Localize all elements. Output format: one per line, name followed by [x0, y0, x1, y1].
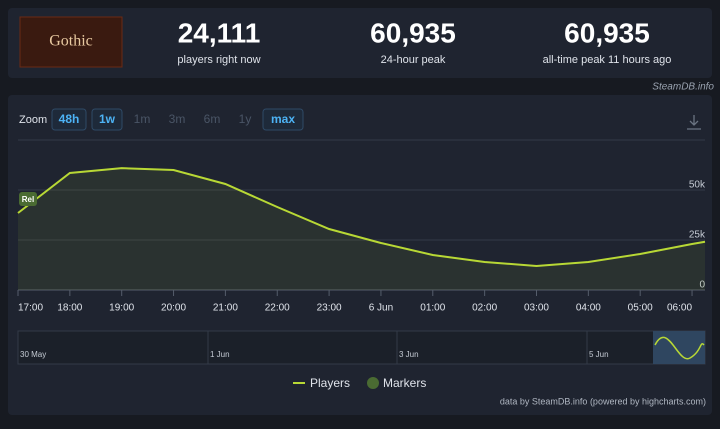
- stat-value: 60,935: [370, 17, 456, 48]
- navigator-window[interactable]: [653, 331, 705, 364]
- line: [17, 167, 706, 268]
- zoom-button-label[interactable]: 1w: [99, 112, 116, 126]
- navigator-label: 1 Jun: [210, 350, 230, 359]
- legend-label[interactable]: Players: [310, 376, 350, 390]
- zoom-button-label[interactable]: 1m: [134, 112, 151, 126]
- x-tick-label: 01:00: [420, 303, 445, 314]
- x-tick-label: 17:00: [18, 303, 43, 314]
- x-tick-label: 23:00: [317, 303, 342, 314]
- x-tick-label: 06:00: [667, 303, 692, 314]
- legend-label[interactable]: Markers: [383, 376, 426, 390]
- x-tick-label: 18:00: [57, 303, 82, 314]
- navigator-label: 5 Jun: [589, 350, 609, 359]
- x-tick-label: 20:00: [161, 303, 186, 314]
- zoom-button-label[interactable]: max: [271, 112, 295, 126]
- x-tick-label: 02:00: [472, 303, 497, 314]
- navigator-label: 3 Jun: [399, 350, 419, 359]
- legend-swatch: [367, 377, 379, 389]
- navigator-line: [654, 336, 705, 360]
- stat-label: all-time peak 11 hours ago: [543, 54, 672, 66]
- x-tick-label: 04:00: [576, 303, 601, 314]
- credits[interactable]: data by SteamDB.info (powered by highcha…: [500, 396, 706, 406]
- x-tick-label: 03:00: [524, 303, 549, 314]
- marker-label: Rel: [22, 195, 34, 204]
- stat-value: 24,111: [178, 17, 261, 48]
- navigator-label: 30 May: [20, 350, 46, 359]
- y-tick-label: 50k: [689, 180, 706, 191]
- stat-label: 24-hour peak: [381, 54, 446, 66]
- logo-text: Gothic: [49, 33, 93, 50]
- y-tick-label: 25k: [689, 230, 706, 241]
- stat-label: players right now: [177, 54, 260, 66]
- navigator[interactable]: [17, 330, 706, 365]
- zoom-button[interactable]: [91, 108, 123, 131]
- x-tick-label: 6 Jun: [369, 303, 393, 314]
- x-tick-label: 05:00: [628, 303, 653, 314]
- source-link[interactable]: SteamDB.info: [652, 82, 714, 93]
- stat-value: 60,935: [564, 17, 650, 48]
- stats-panel: [8, 8, 712, 78]
- x-tick-label: 19:00: [109, 303, 134, 314]
- zoom-label: Zoom: [19, 114, 47, 126]
- game-logo[interactable]: [19, 16, 123, 68]
- zoom-button[interactable]: [51, 108, 87, 131]
- y-tick-label: 0: [699, 280, 705, 291]
- zoom-button-label[interactable]: 3m: [169, 112, 186, 126]
- zoom-button[interactable]: [262, 108, 304, 131]
- zoom-button-label[interactable]: 1y: [239, 112, 252, 126]
- x-tick-label: 22:00: [265, 303, 290, 314]
- marker-flag[interactable]: [19, 192, 37, 206]
- area: [18, 168, 705, 290]
- zoom-button-label[interactable]: 6m: [204, 112, 221, 126]
- download-icon[interactable]: [687, 115, 701, 130]
- zoom-button-label[interactable]: 48h: [59, 112, 80, 126]
- x-tick-label: 21:00: [213, 303, 238, 314]
